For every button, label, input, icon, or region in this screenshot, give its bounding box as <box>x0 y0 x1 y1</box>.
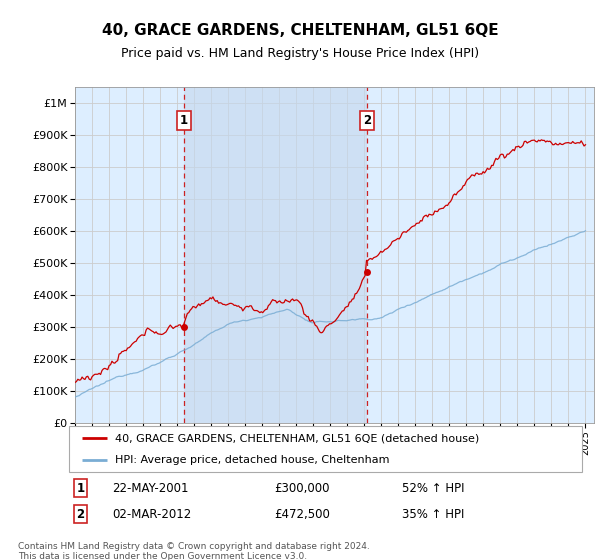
Text: Price paid vs. HM Land Registry's House Price Index (HPI): Price paid vs. HM Land Registry's House … <box>121 46 479 60</box>
Text: 1: 1 <box>179 114 188 127</box>
Text: 52% ↑ HPI: 52% ↑ HPI <box>403 482 465 495</box>
Text: 35% ↑ HPI: 35% ↑ HPI <box>403 507 465 521</box>
FancyBboxPatch shape <box>69 426 582 472</box>
Text: Contains HM Land Registry data © Crown copyright and database right 2024.
This d: Contains HM Land Registry data © Crown c… <box>18 542 370 560</box>
Text: 22-MAY-2001: 22-MAY-2001 <box>113 482 189 495</box>
Bar <box>184 87 367 423</box>
Text: 2: 2 <box>363 114 371 127</box>
Text: 1: 1 <box>76 482 85 495</box>
Text: HPI: Average price, detached house, Cheltenham: HPI: Average price, detached house, Chel… <box>115 455 389 465</box>
Text: 40, GRACE GARDENS, CHELTENHAM, GL51 6QE (detached house): 40, GRACE GARDENS, CHELTENHAM, GL51 6QE … <box>115 433 479 444</box>
Text: 40, GRACE GARDENS, CHELTENHAM, GL51 6QE: 40, GRACE GARDENS, CHELTENHAM, GL51 6QE <box>101 24 499 38</box>
Text: 2: 2 <box>76 507 85 521</box>
Text: £472,500: £472,500 <box>274 507 330 521</box>
Text: 02-MAR-2012: 02-MAR-2012 <box>113 507 192 521</box>
Text: £300,000: £300,000 <box>274 482 330 495</box>
